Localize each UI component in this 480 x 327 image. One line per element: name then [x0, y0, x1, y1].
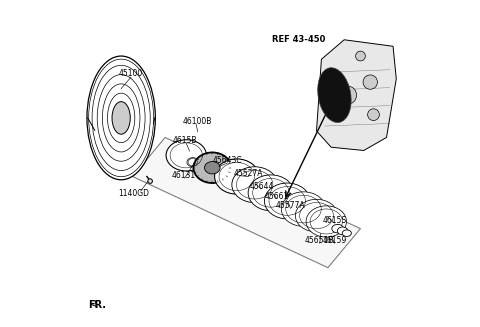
Ellipse shape [193, 152, 231, 183]
Ellipse shape [306, 206, 347, 237]
Text: FR.: FR. [89, 300, 107, 310]
Ellipse shape [337, 227, 348, 235]
Text: 45643C: 45643C [213, 156, 242, 165]
Text: 46100B: 46100B [182, 117, 212, 126]
Circle shape [363, 75, 377, 89]
Text: 45651B: 45651B [305, 236, 335, 246]
Text: 45661: 45661 [264, 192, 289, 200]
Text: 4615B: 4615B [173, 136, 198, 145]
Text: 46131: 46131 [172, 171, 196, 181]
Text: 1140GD: 1140GD [119, 189, 150, 198]
Circle shape [338, 86, 357, 104]
Polygon shape [316, 40, 396, 150]
Ellipse shape [204, 162, 220, 174]
Text: 45100: 45100 [119, 69, 143, 78]
Text: 45644: 45644 [250, 182, 274, 191]
Ellipse shape [264, 183, 310, 219]
Circle shape [326, 71, 336, 80]
Ellipse shape [342, 230, 351, 236]
Ellipse shape [166, 140, 206, 171]
Text: REF 43-450: REF 43-450 [272, 35, 325, 44]
Ellipse shape [248, 175, 294, 211]
Ellipse shape [318, 68, 351, 123]
Ellipse shape [232, 167, 277, 202]
Ellipse shape [87, 56, 156, 180]
Ellipse shape [187, 158, 199, 167]
Text: 4615S: 4615S [323, 216, 347, 225]
Ellipse shape [332, 224, 344, 233]
Text: 46159: 46159 [322, 236, 347, 246]
Circle shape [356, 51, 365, 61]
Circle shape [331, 108, 344, 121]
Ellipse shape [112, 102, 130, 134]
Ellipse shape [281, 192, 325, 226]
Text: 45577A: 45577A [276, 201, 305, 210]
Circle shape [368, 109, 379, 121]
Ellipse shape [215, 159, 259, 194]
Ellipse shape [295, 199, 338, 232]
Text: 45527A: 45527A [234, 169, 264, 179]
Circle shape [148, 179, 153, 183]
Polygon shape [132, 137, 360, 268]
